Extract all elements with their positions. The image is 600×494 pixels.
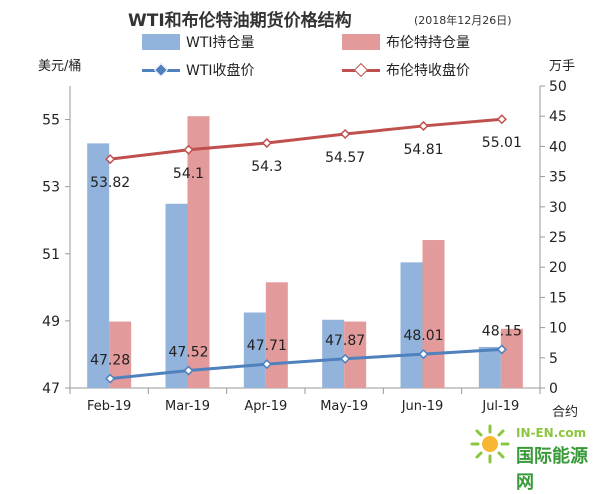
marker-brent-close <box>105 154 116 165</box>
left-axis-tick-label: 53 <box>42 180 60 196</box>
right-axis-tick-label: 20 <box>549 260 567 276</box>
legend-line-brent-close <box>342 62 380 78</box>
bar-wti-position <box>243 312 266 388</box>
marker-brent-close <box>261 137 272 149</box>
legend-item-brent-close: 布伦特收盘价 <box>342 60 470 80</box>
chart-canvas: 47 49 51 53 55 0 5 10 15 20 25 30 35 40 45 50 Feb-19 Mar-… <box>42 79 567 414</box>
legend-item-brent-position: 布伦特持仓量 <box>342 32 470 52</box>
bar-brent-position <box>422 240 445 388</box>
line-brent-close <box>109 117 502 161</box>
legend: WTI持仓量 布伦特持仓量 WTI收盘价 布伦特收盘价 <box>142 32 522 92</box>
data-label-wti-close: 48.01 <box>403 328 443 344</box>
bar-wti-position <box>478 346 501 388</box>
marker-brent-close <box>183 144 194 155</box>
legend-label-brent-position: 布伦特持仓量 <box>386 35 470 51</box>
marker-brent-close <box>340 128 351 140</box>
bar-wti-position <box>165 203 188 388</box>
marker-wti-close <box>261 359 272 370</box>
bar-brent-position <box>109 321 132 388</box>
right-axis-tick-label: 0 <box>549 381 558 397</box>
bar-brent-position <box>500 328 523 388</box>
bar-wti-position <box>87 143 110 388</box>
data-label-brent-close: 54.57 <box>325 150 365 166</box>
bar-brent-position <box>265 282 288 388</box>
x-axis-tick-label: Jun-19 <box>401 399 444 414</box>
line-wti-close <box>110 347 502 381</box>
x-axis-tick-label: Jul-19 <box>481 399 519 414</box>
marker-wti-close <box>183 365 194 376</box>
legend-item-wti-close: WTI收盘价 <box>142 60 255 80</box>
bar-brent-position <box>187 116 210 388</box>
sun-logo-icon <box>470 424 510 464</box>
left-axis-tick-label: 49 <box>42 314 60 330</box>
data-label-wti-close: 47.52 <box>168 345 208 361</box>
legend-line-wti-close <box>142 62 180 78</box>
bar-wti-position <box>322 319 345 388</box>
data-label-wti-close: 47.71 <box>247 338 287 354</box>
legend-label-wti-close: WTI收盘价 <box>186 63 255 79</box>
right-axis-tick-label: 5 <box>549 351 558 367</box>
right-axis-unit: 万手 <box>549 59 576 74</box>
right-axis-tick-label: 35 <box>549 170 567 186</box>
right-axis-tick-label: 10 <box>549 321 567 337</box>
marker-brent-close <box>418 120 429 131</box>
right-axis-tick-label: 25 <box>549 230 567 246</box>
bar-brent-position <box>344 321 367 388</box>
left-axis-tick-label: 51 <box>42 247 60 263</box>
right-axis-tick-label: 40 <box>549 139 567 155</box>
chart-title: WTI和布伦特油期货价格结构 <box>128 11 352 31</box>
data-label-brent-close: 53.82 <box>90 175 130 191</box>
left-axis-tick-label: 47 <box>42 381 60 397</box>
right-axis-tick-label: 15 <box>549 290 567 306</box>
data-label-brent-close: 55.01 <box>482 135 522 151</box>
data-label-brent-close: 54.1 <box>173 166 204 182</box>
legend-swatch-wti-position <box>142 34 180 50</box>
x-axis-tick-label: Feb-19 <box>87 399 131 414</box>
right-axis-tick-label: 50 <box>549 79 567 95</box>
data-label-brent-close: 54.81 <box>403 142 443 158</box>
data-label-wti-close: 47.87 <box>325 333 365 349</box>
bar-wti-position <box>400 262 423 388</box>
legend-item-wti-position: WTI持仓量 <box>142 32 255 52</box>
x-axis-tick-label: Apr-19 <box>244 399 287 414</box>
left-axis-tick-label: 55 <box>42 113 60 129</box>
watermark-site: IN-EN.com <box>516 426 587 440</box>
marker-wti-close <box>340 353 351 364</box>
data-label-wti-close: 47.28 <box>90 353 130 369</box>
right-axis-tick-label: 30 <box>549 200 567 216</box>
data-label-wti-close: 48.15 <box>482 323 522 339</box>
watermark: IN-EN.com 国际能源网 <box>468 420 598 493</box>
legend-swatch-brent-position <box>342 34 380 50</box>
chart-subtitle: (2018年12月26日) <box>414 14 512 27</box>
legend-label-brent-close: 布伦特收盘价 <box>386 63 470 79</box>
marker-wti-close <box>105 373 116 384</box>
watermark-name: 国际能源网 <box>516 446 588 493</box>
left-axis-unit: 美元/桶 <box>38 59 82 74</box>
right-axis-tick-label: 45 <box>549 109 567 125</box>
marker-wti-close <box>418 349 429 360</box>
x-axis-tick-label: Mar-19 <box>165 399 210 414</box>
x-axis-unit: 合约 <box>552 405 579 420</box>
marker-wti-close <box>496 344 507 355</box>
marker-brent-close <box>496 114 507 125</box>
data-label-brent-close: 54.3 <box>251 159 282 175</box>
legend-label-wti-position: WTI持仓量 <box>186 35 255 51</box>
x-axis-tick-label: May-19 <box>320 399 368 414</box>
